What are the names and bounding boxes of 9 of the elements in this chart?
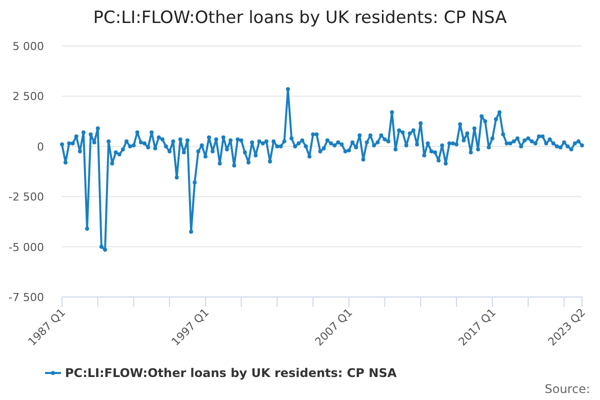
y-tick-label: 5 000: [12, 40, 44, 53]
y-tick-label: -7 500: [8, 291, 44, 304]
legend-label: PC:LI:FLOW:Other loans by UK residents: CP NSA: [65, 366, 398, 380]
y-tick-label: 2 500: [12, 90, 44, 104]
y-tick-label: -2 500: [8, 190, 44, 204]
y-tick-label: -5 000: [8, 240, 44, 254]
y-tick-label: 0: [37, 140, 44, 154]
chart-title: PC:LI:FLOW:Other loans by UK residents: CP NSA: [93, 8, 508, 28]
source-note: Source:: [544, 382, 590, 396]
